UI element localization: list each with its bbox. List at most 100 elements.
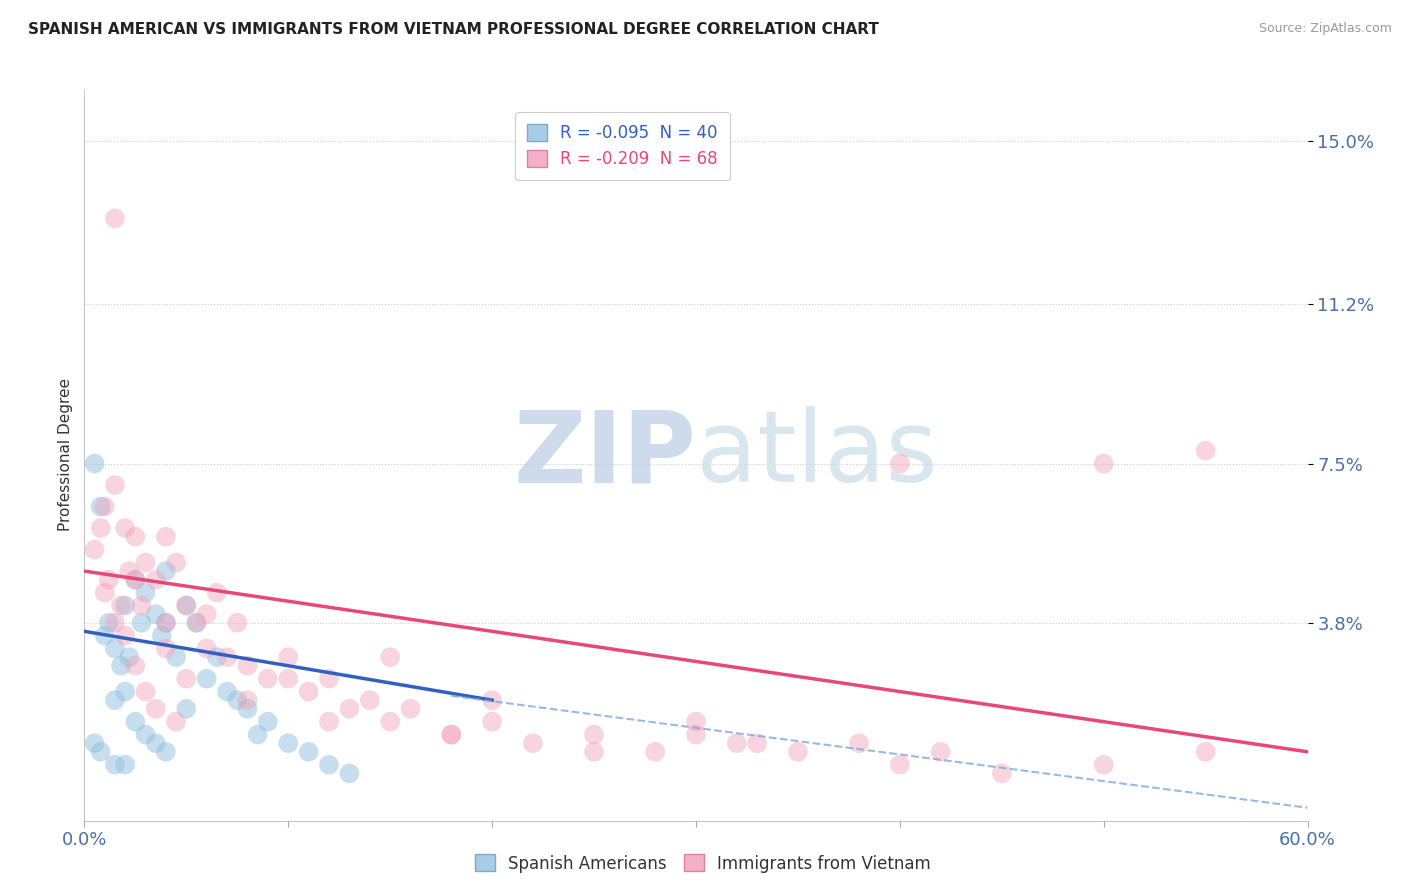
Point xyxy=(889,757,911,772)
Point xyxy=(155,615,177,630)
Point xyxy=(929,745,952,759)
Point xyxy=(277,736,299,750)
Point xyxy=(380,650,402,665)
Point xyxy=(685,728,707,742)
Point xyxy=(174,672,197,686)
Point xyxy=(145,607,167,621)
Text: atlas: atlas xyxy=(696,407,938,503)
Point xyxy=(399,702,422,716)
Point xyxy=(1092,757,1115,772)
Point xyxy=(145,573,167,587)
Point xyxy=(93,500,115,514)
Point xyxy=(257,672,280,686)
Point xyxy=(174,599,197,613)
Point xyxy=(97,615,120,630)
Point xyxy=(226,693,249,707)
Point xyxy=(644,745,666,759)
Point xyxy=(104,757,127,772)
Point xyxy=(104,615,127,630)
Point xyxy=(217,650,239,665)
Point xyxy=(236,658,259,673)
Point xyxy=(83,542,105,557)
Point xyxy=(246,728,269,742)
Point xyxy=(114,521,136,535)
Text: SPANISH AMERICAN VS IMMIGRANTS FROM VIETNAM PROFESSIONAL DEGREE CORRELATION CHAR: SPANISH AMERICAN VS IMMIGRANTS FROM VIET… xyxy=(28,22,879,37)
Point xyxy=(83,457,105,471)
Point xyxy=(582,728,605,742)
Point xyxy=(104,478,127,492)
Point xyxy=(124,573,146,587)
Point xyxy=(359,693,381,707)
Point xyxy=(195,672,218,686)
Legend: R = -0.095  N = 40, R = -0.209  N = 68: R = -0.095 N = 40, R = -0.209 N = 68 xyxy=(516,112,730,180)
Point xyxy=(277,672,299,686)
Point xyxy=(90,745,112,759)
Point xyxy=(135,684,157,698)
Point xyxy=(1092,457,1115,471)
Point xyxy=(155,745,177,759)
Point xyxy=(318,714,340,729)
Point xyxy=(174,599,197,613)
Point xyxy=(481,693,503,707)
Point xyxy=(298,745,321,759)
Point xyxy=(135,585,157,599)
Point xyxy=(380,714,402,729)
Point xyxy=(1195,745,1218,759)
Point xyxy=(318,672,340,686)
Point xyxy=(104,211,127,226)
Point xyxy=(522,736,544,750)
Point xyxy=(114,599,136,613)
Legend: Spanish Americans, Immigrants from Vietnam: Spanish Americans, Immigrants from Vietn… xyxy=(468,847,938,880)
Point xyxy=(165,556,187,570)
Point xyxy=(114,629,136,643)
Point xyxy=(114,757,136,772)
Point xyxy=(339,702,360,716)
Point xyxy=(93,629,115,643)
Point xyxy=(685,714,707,729)
Point xyxy=(205,650,228,665)
Point xyxy=(440,728,463,742)
Point xyxy=(118,650,141,665)
Point xyxy=(114,684,136,698)
Point xyxy=(124,530,146,544)
Point xyxy=(110,658,132,673)
Point xyxy=(155,564,177,578)
Point xyxy=(277,650,299,665)
Point xyxy=(97,573,120,587)
Text: Source: ZipAtlas.com: Source: ZipAtlas.com xyxy=(1258,22,1392,36)
Point xyxy=(155,615,177,630)
Point xyxy=(257,714,280,729)
Point xyxy=(582,745,605,759)
Point xyxy=(236,693,259,707)
Point xyxy=(165,714,187,729)
Point xyxy=(131,599,153,613)
Point xyxy=(135,556,157,570)
Point xyxy=(93,585,115,599)
Point xyxy=(889,457,911,471)
Point xyxy=(195,641,218,656)
Point xyxy=(236,702,259,716)
Point xyxy=(747,736,769,750)
Point xyxy=(131,615,153,630)
Point xyxy=(481,714,503,729)
Point xyxy=(110,599,132,613)
Point xyxy=(118,564,141,578)
Point xyxy=(90,500,112,514)
Point xyxy=(318,757,340,772)
Point xyxy=(339,766,360,780)
Point xyxy=(848,736,870,750)
Point xyxy=(725,736,748,750)
Point xyxy=(217,684,239,698)
Point xyxy=(104,641,127,656)
Point xyxy=(155,641,177,656)
Point xyxy=(226,615,249,630)
Point xyxy=(145,736,167,750)
Point xyxy=(124,658,146,673)
Point xyxy=(205,585,228,599)
Y-axis label: Professional Degree: Professional Degree xyxy=(58,378,73,532)
Point xyxy=(150,629,173,643)
Point xyxy=(186,615,208,630)
Point xyxy=(991,766,1014,780)
Point xyxy=(1195,443,1218,458)
Point xyxy=(155,530,177,544)
